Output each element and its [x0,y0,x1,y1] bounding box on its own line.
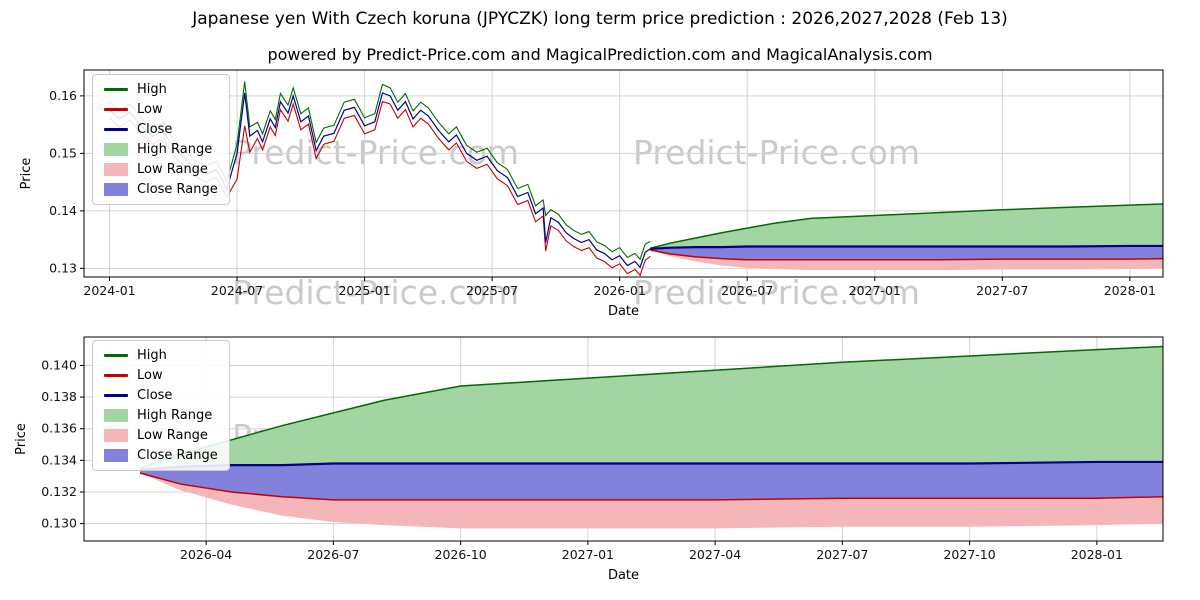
y-tick-label: 0.130 [41,516,77,531]
legend-label: Low [137,368,163,383]
legend-item-low: Low [104,368,218,383]
main-chart: 2024-01 2024-07 2025-01 2025-07 2026-01 2026-… [19,69,1164,319]
x-tick-label: 2026-10 [435,547,487,562]
legend-item-high: High [104,82,218,97]
y-tick-label: 0.16 [49,88,77,103]
legend-swatch-line [104,128,128,131]
legend-label: Low Range [137,428,208,443]
legend-label: High Range [137,142,213,157]
legend-label: Low [137,102,163,117]
legend-swatch-patch [104,449,128,462]
legend-main: High Low Close High Range Low Range Close Ran… [92,74,230,205]
low-range-band [139,473,1164,529]
y-tick-label: 0.136 [41,421,77,436]
x-tick-label: 2028-01 [1104,283,1156,298]
legend-swatch-patch [104,163,128,176]
x-tick-label: 2027-07 [816,547,868,562]
legend-label: High [137,348,167,363]
chart-subtitle: powered by Predict-Price.com and Magical… [267,45,933,64]
x-tick-label: 2026-07 [721,283,773,298]
y-tick-label: 0.138 [41,389,77,404]
high-range-band [650,203,1163,249]
legend-label: High [137,82,167,97]
high-line-forecast [650,203,1164,249]
legend-label: Close [137,122,173,137]
legend-label: High Range [137,408,213,423]
x-tick-label: 2026-04 [180,547,232,562]
high-line-forecast [139,345,1164,469]
close-line-forecast [139,460,1163,471]
legend-swatch-patch [104,409,128,422]
x-tick-label: 2028-01 [1071,547,1123,562]
x-tick-label: 2024-01 [83,283,135,298]
y-tick-label: 0.15 [49,145,77,160]
x-axis-label: Date [608,304,639,319]
legend-swatch-patch [104,183,128,196]
legend-label: Close Range [137,448,218,463]
x-axis-label: Date [608,568,639,583]
legend-item-high: High [104,348,218,363]
legend-item-high-range: High Range [104,142,218,157]
legend-label: Low Range [137,162,208,177]
x-tick-label: 2027-07 [976,283,1028,298]
legend-swatch-line [104,394,128,397]
close-range-band [650,245,1163,260]
legend-item-low-range: Low Range [104,428,218,443]
plot-border [83,69,1164,278]
y-tick-label: 0.132 [41,484,77,499]
x-tick-label: 2027-10 [943,547,995,562]
legend-item-low: Low [104,102,218,117]
legend-label: Close [137,388,173,403]
x-tick-label: 2024-07 [211,283,263,298]
x-tick-label: 2026-01 [594,283,646,298]
y-tick-label: 0.140 [41,357,77,372]
x-tick-label: 2026-07 [307,547,359,562]
legend-swatch-line [104,108,128,111]
chart-title: Japanese yen With Czech koruna (JPYCZK) … [192,9,1008,29]
legend-swatch-line [104,374,128,377]
legend-swatch-patch [104,143,128,156]
plot-border [83,336,1164,542]
legend-label: Close Range [137,182,218,197]
legend-swatch-line [104,354,128,357]
x-tick-label: 2027-01 [562,547,614,562]
y-tick-label: 0.13 [49,260,77,275]
high-range-band [139,346,1164,470]
legend-swatch-line [104,88,128,91]
x-tick-label: 2025-07 [466,283,518,298]
legend-item-low-range: Low Range [104,162,218,177]
forecast-zoom-chart: 2026-04 2026-07 2026-10 2027-01 2027-04 2027-… [14,336,1164,583]
legend-item-close-range: Close Range [104,448,218,463]
y-axis-label: Price [19,158,34,190]
y-tick-label: 0.134 [41,452,77,467]
x-tick-label: 2027-04 [689,547,741,562]
legend-swatch-patch [104,429,128,442]
low-line-forecast [139,472,1164,501]
low-line-forecast [650,249,1164,261]
legend-item-close-range: Close Range [104,182,218,197]
y-tick-label: 0.14 [49,203,77,218]
legend-item-close: Close [104,388,218,403]
close-line-forecast [650,244,1163,250]
legend-item-close: Close [104,122,218,137]
y-axis-label: Price [14,423,29,455]
legend-zoom: High Low Close High Range Low Range Close Ran… [92,340,230,471]
x-tick-label: 2025-01 [338,283,390,298]
legend-item-high-range: High Range [104,408,218,423]
x-tick-label: 2027-01 [849,283,901,298]
close-range-band [139,461,1164,500]
